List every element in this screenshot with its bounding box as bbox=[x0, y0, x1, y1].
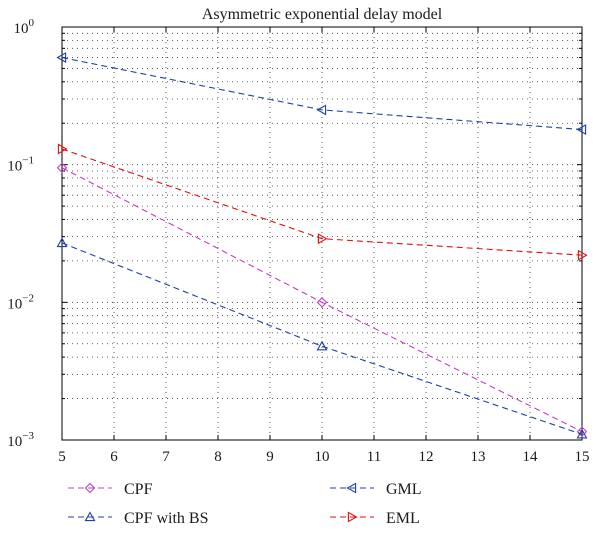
legend-item: CPF bbox=[68, 481, 153, 498]
y-tick-label: 10−2 bbox=[7, 292, 34, 312]
data-point bbox=[317, 233, 328, 245]
legend-marker bbox=[84, 511, 96, 522]
series-layer bbox=[56, 52, 588, 439]
series-cpf-with-bs bbox=[56, 237, 588, 439]
data-point bbox=[576, 426, 588, 437]
x-tick-label: 6 bbox=[110, 449, 118, 465]
chart-title: Asymmetric exponential delay model bbox=[202, 6, 443, 23]
series-gml bbox=[56, 52, 587, 135]
grid bbox=[62, 27, 582, 440]
data-point bbox=[316, 297, 328, 308]
y-tick-label: 10−3 bbox=[7, 430, 34, 450]
legend: CPF CPF with BS GML EML bbox=[68, 481, 422, 527]
data-point bbox=[56, 52, 67, 63]
data-point bbox=[576, 124, 587, 135]
legend-item: GML bbox=[330, 481, 422, 498]
y-tick-label: 10−1 bbox=[7, 155, 34, 175]
data-point bbox=[316, 104, 327, 116]
x-tick-label: 10 bbox=[315, 449, 330, 465]
legend-item: CPF with BS bbox=[68, 510, 208, 527]
legend-label: CPF with BS bbox=[124, 510, 208, 527]
x-tick-label: 14 bbox=[523, 449, 539, 465]
legend-label: EML bbox=[386, 510, 420, 527]
legend-marker bbox=[346, 482, 357, 494]
series-cpf bbox=[56, 162, 588, 437]
series-line bbox=[61, 57, 583, 131]
legend-item: EML bbox=[330, 510, 420, 527]
series-line bbox=[61, 242, 583, 435]
x-tick-label: 12 bbox=[419, 449, 434, 465]
legend-marker bbox=[347, 511, 358, 523]
x-tick-label: 15 bbox=[575, 449, 590, 465]
legend-label: CPF bbox=[124, 481, 153, 498]
data-point bbox=[316, 340, 328, 351]
x-tick-label: 8 bbox=[214, 449, 222, 465]
x-tick-label: 5 bbox=[58, 449, 66, 465]
legend-marker bbox=[84, 482, 96, 494]
x-tick-label: 13 bbox=[471, 449, 486, 465]
legend-label: GML bbox=[386, 481, 422, 498]
axis-ticks: 5 6 7 8 9 10 11 12 13 14 15 10−3 10−2 10−1 100 bbox=[7, 17, 589, 465]
y-tick-label: 100 bbox=[14, 17, 35, 37]
data-point bbox=[56, 237, 68, 248]
series-line bbox=[61, 167, 583, 433]
x-tick-label: 11 bbox=[367, 449, 381, 465]
data-point bbox=[576, 428, 588, 439]
series-eml bbox=[57, 143, 588, 261]
series-line bbox=[61, 148, 583, 256]
x-tick-label: 7 bbox=[162, 449, 170, 465]
x-tick-label: 9 bbox=[266, 449, 274, 465]
plot-frame bbox=[61, 26, 583, 441]
data-point bbox=[57, 143, 68, 155]
data-point bbox=[56, 162, 68, 174]
data-point bbox=[577, 249, 588, 261]
